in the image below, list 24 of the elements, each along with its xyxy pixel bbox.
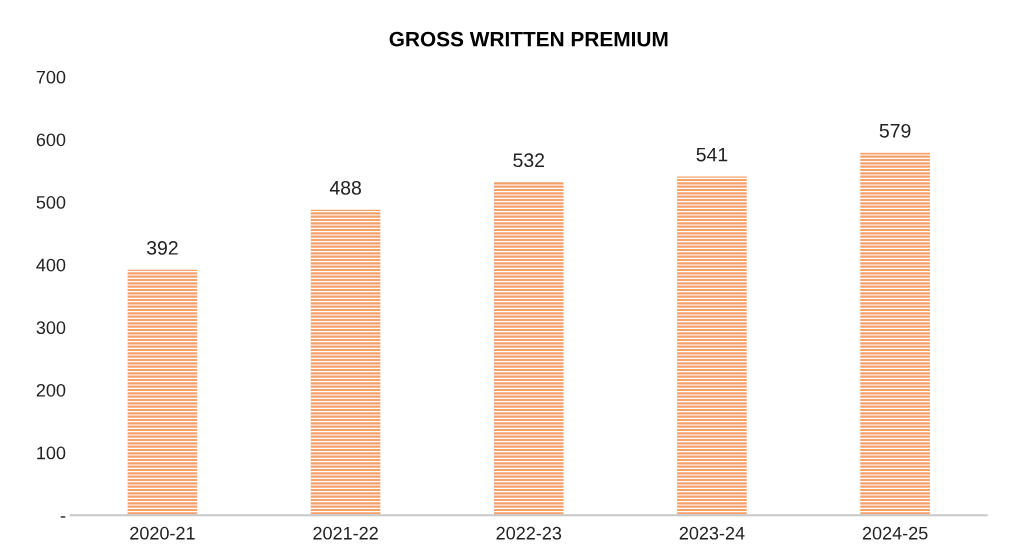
y-tick-label: 400 bbox=[36, 258, 66, 272]
data-label: 579 bbox=[879, 123, 911, 138]
data-label: 392 bbox=[146, 241, 178, 255]
bar bbox=[860, 152, 930, 516]
y-tick-label: - bbox=[60, 516, 66, 518]
bar bbox=[493, 182, 564, 516]
x-tick-label: 2022-23 bbox=[496, 526, 562, 540]
x-tick-label: 2024-25 bbox=[862, 526, 928, 540]
data-label: 488 bbox=[329, 180, 361, 195]
y-tick-label: 300 bbox=[36, 321, 66, 335]
x-tick-label: 2021-22 bbox=[313, 526, 378, 540]
y-tick-label: 200 bbox=[36, 383, 66, 397]
x-tick-label: 2020-21 bbox=[130, 526, 195, 540]
data-label: 541 bbox=[696, 147, 728, 162]
y-tick-label: 600 bbox=[36, 133, 66, 147]
chart-title: GROSS WRITTEN PREMIUM bbox=[389, 31, 668, 47]
bar bbox=[310, 209, 381, 516]
bar bbox=[127, 269, 198, 516]
y-tick-label: 500 bbox=[36, 196, 66, 209]
bar bbox=[677, 176, 747, 516]
data-label: 532 bbox=[513, 153, 545, 168]
x-tick-label: 2023-24 bbox=[679, 526, 745, 540]
y-tick-label: 700 bbox=[36, 70, 66, 84]
y-tick-label: 100 bbox=[37, 446, 66, 460]
